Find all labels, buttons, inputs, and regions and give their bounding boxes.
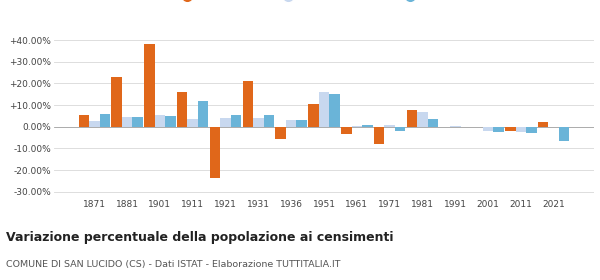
- Bar: [450, 126, 461, 127]
- Bar: [286, 120, 296, 127]
- Bar: [493, 127, 504, 132]
- Bar: [515, 127, 526, 132]
- Bar: [417, 111, 428, 127]
- Bar: [341, 127, 352, 134]
- Bar: [112, 77, 122, 127]
- Bar: [374, 127, 385, 144]
- Bar: [319, 92, 329, 127]
- Bar: [352, 126, 362, 127]
- Bar: [155, 115, 165, 127]
- Bar: [526, 127, 536, 133]
- Bar: [263, 115, 274, 127]
- Bar: [362, 125, 373, 127]
- Bar: [538, 122, 548, 127]
- Bar: [242, 81, 253, 127]
- Bar: [253, 118, 263, 127]
- Bar: [144, 45, 155, 127]
- Bar: [89, 121, 100, 127]
- Legend: San Lucido, Provincia di CS, Calabria: San Lucido, Provincia di CS, Calabria: [171, 0, 477, 6]
- Bar: [220, 118, 231, 127]
- Bar: [165, 116, 176, 127]
- Bar: [210, 127, 220, 178]
- Bar: [100, 114, 110, 127]
- Bar: [483, 127, 493, 131]
- Bar: [133, 117, 143, 127]
- Bar: [177, 92, 187, 127]
- Text: Variazione percentuale della popolazione ai censimenti: Variazione percentuale della popolazione…: [6, 231, 394, 244]
- Bar: [231, 115, 241, 127]
- Bar: [407, 111, 417, 127]
- Bar: [395, 127, 406, 131]
- Bar: [329, 94, 340, 127]
- Bar: [308, 104, 319, 127]
- Text: COMUNE DI SAN LUCIDO (CS) - Dati ISTAT - Elaborazione TUTTITALIA.IT: COMUNE DI SAN LUCIDO (CS) - Dati ISTAT -…: [6, 260, 341, 269]
- Bar: [505, 127, 515, 131]
- Bar: [428, 119, 438, 127]
- Bar: [296, 120, 307, 127]
- Bar: [385, 125, 395, 127]
- Bar: [122, 117, 133, 127]
- Bar: [275, 127, 286, 139]
- Bar: [198, 101, 208, 127]
- Bar: [187, 119, 198, 127]
- Bar: [559, 127, 569, 141]
- Bar: [79, 115, 89, 127]
